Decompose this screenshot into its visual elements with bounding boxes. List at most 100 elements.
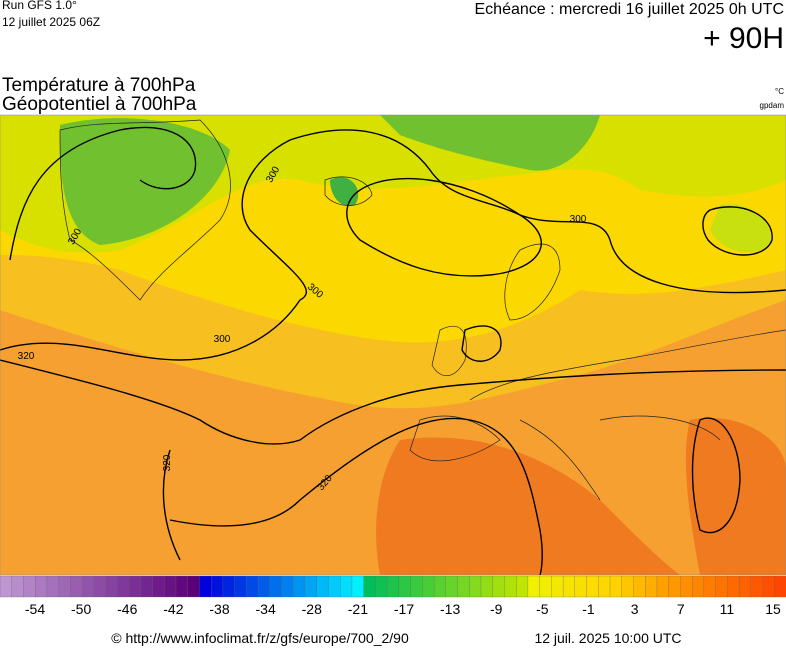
colorbar-label: -13: [440, 601, 460, 617]
colorbar-label: -54: [25, 601, 45, 617]
contour-320: [162, 417, 543, 575]
colorbar-swatch: [0, 575, 13, 598]
colorbar-swatch: [703, 575, 717, 598]
colorbar-swatch: [680, 575, 693, 598]
contour-310: [0, 359, 786, 445]
colorbar-label: -5: [536, 601, 549, 617]
unit-temperature: °C: [775, 87, 784, 96]
colorbar-swatch: [117, 575, 130, 598]
title-temperature: Température à 700hPa: [2, 75, 196, 96]
colorbar-swatch: [527, 575, 541, 598]
colorbar-swatch: [691, 575, 705, 598]
colorbar-swatch: [328, 575, 341, 598]
colorbar-swatch: [633, 575, 646, 598]
colorbar-label: -46: [117, 601, 137, 617]
colorbar-swatch: [715, 575, 728, 598]
colorbar-swatch: [70, 575, 83, 598]
run-date: 12 juillet 2025 06Z: [2, 15, 100, 29]
footer-url: © http://www.infoclimat.fr/z/gfs/europe/…: [111, 630, 409, 646]
colorbar-swatch: [422, 575, 435, 598]
colorbar-swatch: [762, 575, 775, 598]
colorbar-swatch: [645, 575, 658, 598]
colorbar-swatch: [492, 575, 505, 598]
colorbar-swatch: [668, 575, 681, 598]
colorbar-label: 3: [631, 601, 639, 617]
colorbar-swatch: [363, 575, 376, 598]
colorbar-swatch: [234, 575, 247, 598]
colorbar-label: -34: [256, 601, 276, 617]
colorbar-swatch: [304, 575, 318, 598]
colorbar-swatch: [269, 575, 283, 598]
colorbar-swatch: [621, 575, 634, 598]
colorbar-swatch: [551, 575, 564, 598]
contour-label: 300: [570, 214, 587, 225]
valid-time: Echéance : mercredi 16 juillet 2025 0h U…: [475, 1, 785, 18]
colorbar-swatch: [656, 575, 670, 598]
colorbar-swatch: [152, 575, 165, 598]
coastline-europe: [409, 243, 786, 501]
colorbar-swatch: [727, 575, 740, 598]
colorbar-swatch: [81, 575, 95, 598]
colorbar-swatch: [340, 575, 353, 598]
colorbar-label: -1: [582, 601, 595, 617]
colorbar-swatch: [738, 575, 752, 598]
cold-zone-greenland: [60, 118, 230, 245]
colorbar-swatch: [457, 575, 470, 598]
colorbar-label: 7: [677, 601, 685, 617]
colorbar-swatch: [516, 575, 529, 598]
colorbar-swatch: [246, 575, 259, 598]
colorbar-label: 15: [765, 601, 781, 617]
colorbar-swatch: [11, 575, 24, 598]
colorbar-label: -17: [394, 601, 414, 617]
colorbar-label: -42: [163, 601, 183, 617]
colorbar-swatch: [375, 575, 388, 598]
colorbar-swatch: [398, 575, 412, 598]
colorbar-label: -38: [209, 601, 229, 617]
contour-300-greenland: [9, 126, 197, 261]
colorbar-swatch: [140, 575, 153, 598]
colorbar-swatch: [257, 575, 271, 598]
colorbar-swatch: [293, 575, 306, 598]
colorbar-swatch: [281, 575, 294, 598]
contour-320-turkey: [691, 417, 741, 534]
title-geopotential: Géopotentiel à 700hPa: [2, 94, 197, 115]
contour-label: 320: [162, 454, 173, 471]
colorbar-swatch: [586, 575, 599, 598]
colorbar-swatch: [609, 575, 623, 598]
colorbar-swatch: [539, 575, 552, 598]
contour-300-norway: [346, 177, 542, 277]
colorbar-swatch: [433, 575, 447, 598]
colorbar-swatch: [351, 575, 365, 598]
colorbar-swatch: [504, 575, 517, 598]
colorbar-swatch: [58, 575, 71, 598]
colorbar-swatch: [480, 575, 494, 598]
colorbar-swatch: [164, 575, 177, 598]
cold-zone-arctic: [380, 115, 600, 171]
colorbar-swatch: [445, 575, 458, 598]
colorbar-swatch: [222, 575, 236, 598]
map-frame: [0, 114, 786, 576]
colorbar-swatch: [46, 575, 60, 598]
unit-geopotential: gpdam: [760, 101, 785, 110]
colorbar-swatch: [469, 575, 482, 598]
contour-300: [0, 129, 786, 361]
coastline-greenland: [59, 119, 231, 301]
contour-label: 300: [214, 334, 231, 345]
colorbar-swatch: [211, 575, 224, 598]
colorbar-swatch: [105, 575, 118, 598]
footer-timestamp: 12 juil. 2025 10:00 UTC: [534, 630, 681, 646]
hot-zone-east: [685, 418, 786, 575]
colorbar-swatch: [774, 575, 786, 598]
colorbar-swatch: [316, 575, 329, 598]
colorbar-swatch: [562, 575, 576, 598]
hot-zone-africa: [376, 437, 680, 575]
contour-300-russia: [702, 206, 773, 256]
cool-zone-russia: [710, 204, 771, 253]
colorbar-swatch: [199, 575, 212, 598]
run-label: Run GFS 1.0°: [2, 0, 77, 12]
colorbar-swatch: [750, 575, 763, 598]
lead-time: + 90H: [703, 22, 784, 55]
colorbar-label: -28: [302, 601, 322, 617]
